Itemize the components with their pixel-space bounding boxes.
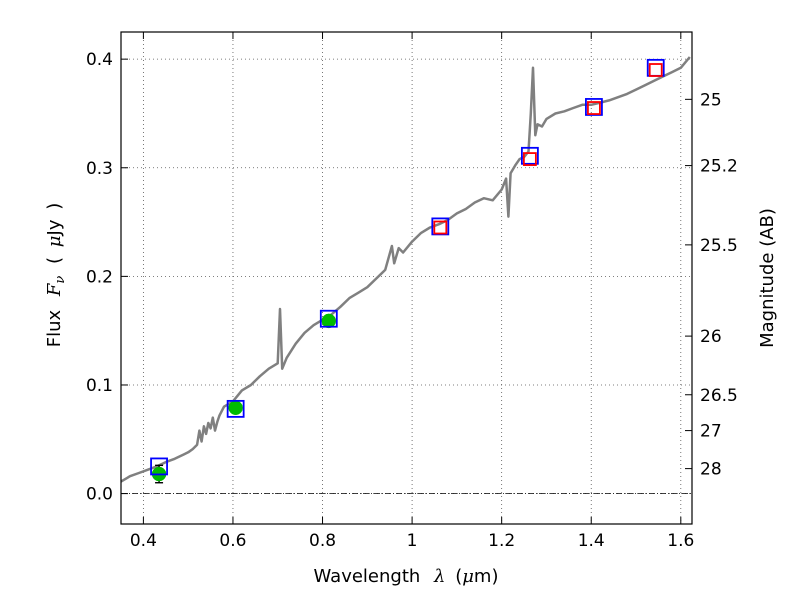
y2-tick-label: 27 [700,422,722,442]
x-axis-title-unit-rest: m) [474,566,499,587]
x-axis-title: Wavelength λ (μm) [314,566,499,587]
ticks-group: 0.4 0.6 0.8 1 1.2 1.4 1.6 0.0 0.1 0.2 0.3 0.4 25 25.2… [86,32,738,551]
x-axis-title-prefix: Wavelength [314,566,421,587]
grid-lines [121,32,692,524]
spectrum-line [120,56,691,483]
x-tick-label: 1 [407,531,418,551]
observed-point [228,400,243,416]
y2-tick-label: 28 [700,460,722,480]
x-tick-label: 0.6 [219,531,246,551]
y-axis-title-unit-close: ) [44,203,65,210]
y-tick-label: 0.4 [86,50,113,70]
x-tick-label: 1.2 [488,531,515,551]
model-square [319,309,338,328]
model-square [226,399,245,418]
model-square [431,217,450,236]
spectrum-group [120,56,691,483]
y2-tick-label: 26.5 [700,386,738,406]
y-axis-title-symbol: F [44,282,65,297]
y2-axis-title: Magnitude (AB) [757,208,778,348]
y-axis-title-prefix: Flux [44,309,65,347]
y-axis-title: Flux Fν ( μJy ) [44,203,69,348]
y-axis-title-unit-rest: Jy [44,219,65,236]
y-axis-title-unit-open: ( [44,257,65,264]
y2-tick-label: 25 [700,90,722,110]
y-tick-label: 0.0 [86,485,113,505]
x-tick-label: 0.4 [130,531,157,551]
y-tick-label: 0.1 [86,376,113,396]
nir-square [648,63,663,77]
markers-group [150,58,665,484]
x-axis-title-unit-mu: μ [462,566,474,587]
y-tick-label: 0.3 [86,159,113,179]
x-axis-title-unit-open: ( [455,566,462,587]
model-square [520,146,539,165]
x-tick-label: 1.6 [667,531,694,551]
plot-frame [120,31,693,525]
y-axis-title-unit-mu: μ [44,235,65,247]
nir-square [587,101,601,115]
y-tick-label: 0.2 [86,267,113,287]
x-tick-label: 0.8 [309,531,336,551]
y-axis-title-subscript: ν [53,276,68,284]
observed-point [321,313,337,329]
model-square [585,98,603,116]
y2-tick-label: 25.2 [700,157,738,177]
x-axis-title-symbol: λ [433,566,445,587]
nir-square [433,220,448,235]
x-tick-label: 1.4 [578,531,605,551]
y2-tick-label: 26 [700,327,722,347]
model-square [150,457,168,476]
nir-square [522,152,537,166]
y2-tick-label: 25.5 [700,236,738,256]
